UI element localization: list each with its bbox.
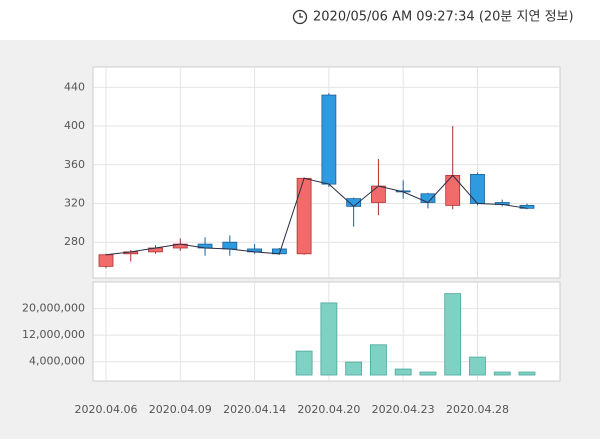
volume-tick-label: 20,000,000: [22, 302, 85, 315]
volume-bar: [320, 302, 338, 376]
y-tick-label: 320: [64, 196, 85, 209]
volume-bar: [518, 371, 536, 376]
x-tick-label: 2020.04.14: [223, 403, 286, 416]
volume-bar: [444, 293, 462, 376]
x-tick-label: 2020.04.23: [372, 403, 435, 416]
volume-bar: [419, 371, 437, 376]
volume-bar: [370, 344, 387, 376]
candle-body: [445, 175, 461, 206]
volume-bar: [394, 368, 412, 376]
timestamp: 2020/05/06 AM 09:27:34 (20분 지연 정보): [313, 10, 574, 25]
x-tick-label: 2020.04.06: [75, 403, 138, 416]
volume-bar: [295, 350, 313, 376]
candle-body: [222, 241, 238, 250]
candle-body: [321, 94, 337, 185]
candle-body: [371, 185, 386, 203]
y-tick-label: 440: [64, 80, 85, 93]
candle-body: [470, 174, 485, 204]
close-line: [105, 174, 528, 256]
clock-icon: [292, 9, 308, 25]
candle-body: [420, 193, 436, 203]
volume-tick-label: 12,000,000: [22, 328, 85, 341]
volume-bar: [469, 356, 486, 376]
y-tick-label: 280: [64, 235, 85, 248]
volume-bar: [345, 361, 363, 376]
x-tick-label: 2020.04.28: [446, 403, 509, 416]
candle-body: [296, 177, 312, 255]
y-tick-label: 360: [64, 158, 85, 171]
y-tick-label: 400: [64, 119, 85, 132]
x-tick-label: 2020.04.09: [149, 403, 212, 416]
candle-body: [98, 254, 114, 267]
volume-bar: [493, 371, 511, 376]
x-tick-label: 2020.04.20: [297, 403, 360, 416]
volume-tick-label: 4,000,000: [29, 355, 85, 368]
